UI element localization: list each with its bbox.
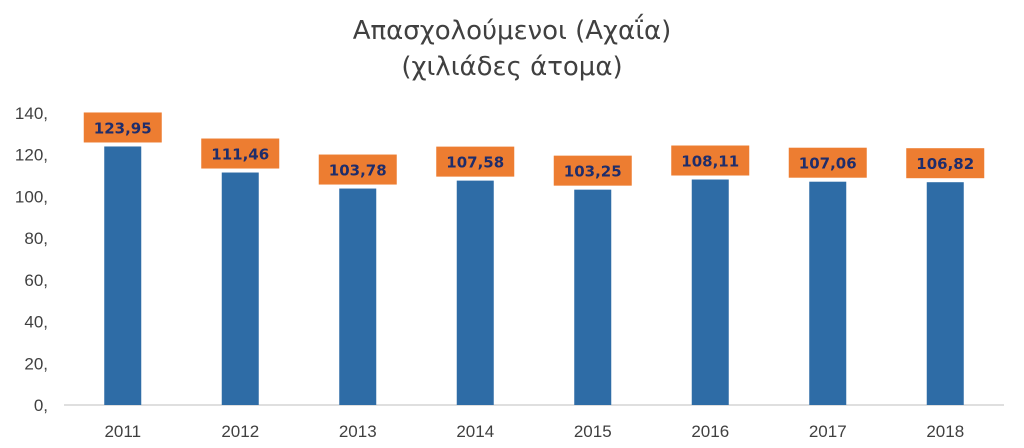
data-label-box: [436, 146, 515, 177]
data-label: 111,46: [211, 146, 269, 164]
bar: [926, 182, 964, 405]
bar: [456, 180, 494, 405]
data-label: 123,95: [94, 119, 152, 137]
x-tick-label: 2016: [691, 422, 729, 441]
x-tick-label: 2014: [456, 422, 494, 441]
data-label: 107,06: [799, 155, 857, 173]
data-label: 108,11: [681, 153, 739, 171]
bar: [339, 188, 377, 405]
data-label-box: [83, 112, 162, 143]
bar: [104, 146, 142, 405]
bar: [691, 179, 729, 405]
data-label: 103,78: [329, 162, 387, 180]
chart-subtitle: (χιλιάδες άτομα): [401, 52, 623, 82]
bar: [221, 172, 259, 405]
data-label-box: [671, 145, 750, 176]
data-label: 107,58: [446, 154, 504, 172]
x-tick-label: 2011: [104, 422, 141, 441]
x-tick-label: 2018: [926, 422, 964, 441]
x-tick-label: 2017: [809, 422, 847, 441]
y-tick-label: 0,: [34, 396, 48, 415]
bar: [809, 181, 847, 405]
data-label-box: [201, 138, 280, 169]
y-tick-label: 100,: [15, 187, 48, 206]
y-tick-label: 20,: [24, 354, 48, 373]
x-tick-label: 2012: [221, 422, 259, 441]
y-tick-label: 140,: [15, 104, 48, 123]
y-tick-label: 60,: [24, 271, 48, 290]
y-tick-label: 80,: [24, 229, 48, 248]
x-tick-label: 2015: [574, 422, 612, 441]
data-label-box: [788, 147, 867, 178]
y-tick-label: 40,: [24, 313, 48, 332]
data-label: 106,82: [916, 155, 974, 173]
data-label: 103,25: [564, 163, 622, 181]
bar: [574, 189, 612, 405]
chart-title: Απασχολούμενοι (Αχαΐα): [352, 16, 672, 46]
data-label-box: [553, 155, 632, 186]
data-label-box: [318, 154, 397, 185]
data-label-box: [906, 148, 985, 179]
y-tick-label: 120,: [15, 146, 48, 165]
x-tick-label: 2013: [339, 422, 377, 441]
